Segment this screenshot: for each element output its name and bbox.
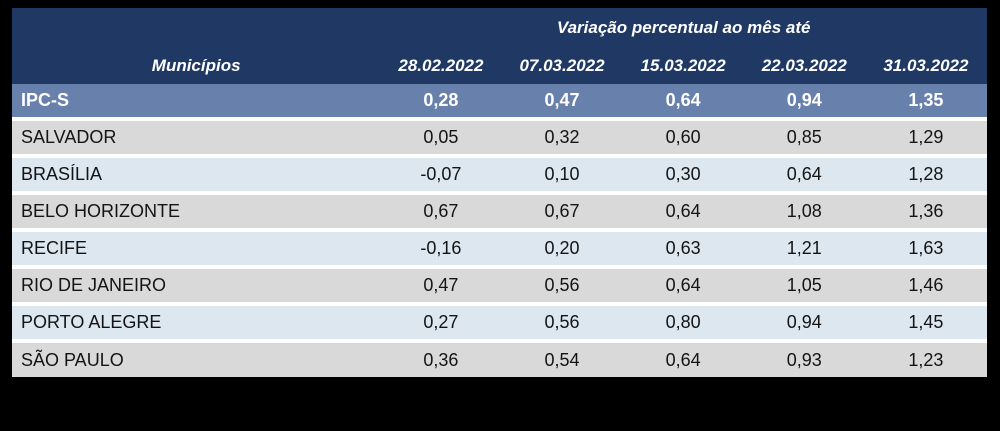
cell-value: 0,56 (501, 269, 623, 306)
cell-value: 0,85 (743, 121, 865, 158)
table-row-belo-horizonte: BELO HORIZONTE 0,67 0,67 0,64 1,08 1,36 (12, 195, 987, 232)
cell-value: 0,47 (501, 84, 623, 121)
summary-row-ipcs: IPC-S 0,28 0,47 0,64 0,94 1,35 (12, 84, 987, 121)
cell-value: 0,27 (380, 306, 502, 343)
column-header-municipios: Municípios (12, 47, 381, 84)
cell-value: 0,32 (501, 121, 623, 158)
cell-value: 0,94 (743, 306, 865, 343)
table-row-rio-de-janeiro: RIO DE JANEIRO 0,47 0,56 0,64 1,05 1,46 (12, 269, 987, 306)
table-row-porto-alegre: PORTO ALEGRE 0,27 0,56 0,80 0,94 1,45 (12, 306, 987, 343)
cell-value: 0,60 (622, 121, 744, 158)
header-title-row: Variação percentual ao mês até (12, 8, 987, 47)
cell-value: 1,21 (743, 232, 865, 269)
cell-value: 0,93 (743, 343, 865, 377)
cell-value: 1,46 (864, 269, 987, 306)
cell-value: 0,64 (622, 343, 744, 377)
cell-value: -0,07 (380, 158, 502, 195)
column-header-date-2: 07.03.2022 (501, 47, 623, 84)
cell-value: 0,94 (743, 84, 865, 121)
cell-value: 0,64 (622, 269, 744, 306)
cell-value: 1,23 (864, 343, 987, 377)
cell-value: 0,67 (380, 195, 502, 232)
column-header-date-1: 28.02.2022 (380, 47, 502, 84)
cell-value: 1,63 (864, 232, 987, 269)
cell-value: -0,16 (380, 232, 502, 269)
header-columns-row: Municípios 28.02.2022 07.03.2022 15.03.2… (12, 47, 987, 84)
cell-value: 0,54 (501, 343, 623, 377)
cell-value: 0,20 (501, 232, 623, 269)
header-corner-cell (12, 8, 381, 47)
row-label: RECIFE (12, 232, 381, 269)
table-row-sao-paulo: SÃO PAULO 0,36 0,54 0,64 0,93 1,23 (12, 343, 987, 377)
cell-value: 0,05 (380, 121, 502, 158)
cell-value: 0,80 (622, 306, 744, 343)
cell-value: 0,64 (743, 158, 865, 195)
cell-value: 1,28 (864, 158, 987, 195)
table-row-recife: RECIFE -0,16 0,20 0,63 1,21 1,63 (12, 232, 987, 269)
cell-value: 0,64 (622, 195, 744, 232)
row-label: BRASÍLIA (12, 158, 381, 195)
row-label: SALVADOR (12, 121, 381, 158)
cell-value: 1,05 (743, 269, 865, 306)
row-label-ipcs: IPC-S (12, 84, 381, 121)
cell-value: 1,45 (864, 306, 987, 343)
cell-value: 0,64 (622, 84, 744, 121)
cell-value: 1,36 (864, 195, 987, 232)
cell-value: 0,28 (380, 84, 502, 121)
table-row-brasilia: BRASÍLIA -0,07 0,10 0,30 0,64 1,28 (12, 158, 987, 195)
table-row-salvador: SALVADOR 0,05 0,32 0,60 0,85 1,29 (12, 121, 987, 158)
cell-value: 0,36 (380, 343, 502, 377)
column-header-date-5: 31.03.2022 (864, 47, 987, 84)
cell-value: 0,47 (380, 269, 502, 306)
row-label: PORTO ALEGRE (12, 306, 381, 343)
cell-value: 0,67 (501, 195, 623, 232)
column-header-date-4: 22.03.2022 (743, 47, 865, 84)
cell-value: 1,35 (864, 84, 987, 121)
table-container: Variação percentual ao mês até Município… (12, 8, 987, 377)
cell-value: 1,08 (743, 195, 865, 232)
row-label: BELO HORIZONTE (12, 195, 381, 232)
table-title: Variação percentual ao mês até (380, 8, 987, 47)
cell-value: 0,10 (501, 158, 623, 195)
row-label: RIO DE JANEIRO (12, 269, 381, 306)
row-label: SÃO PAULO (12, 343, 381, 377)
cell-value: 0,30 (622, 158, 744, 195)
cell-value: 0,56 (501, 306, 623, 343)
column-header-date-3: 15.03.2022 (622, 47, 744, 84)
ipc-s-variation-table: Variação percentual ao mês até Município… (12, 8, 987, 377)
cell-value: 1,29 (864, 121, 987, 158)
cell-value: 0,63 (622, 232, 744, 269)
